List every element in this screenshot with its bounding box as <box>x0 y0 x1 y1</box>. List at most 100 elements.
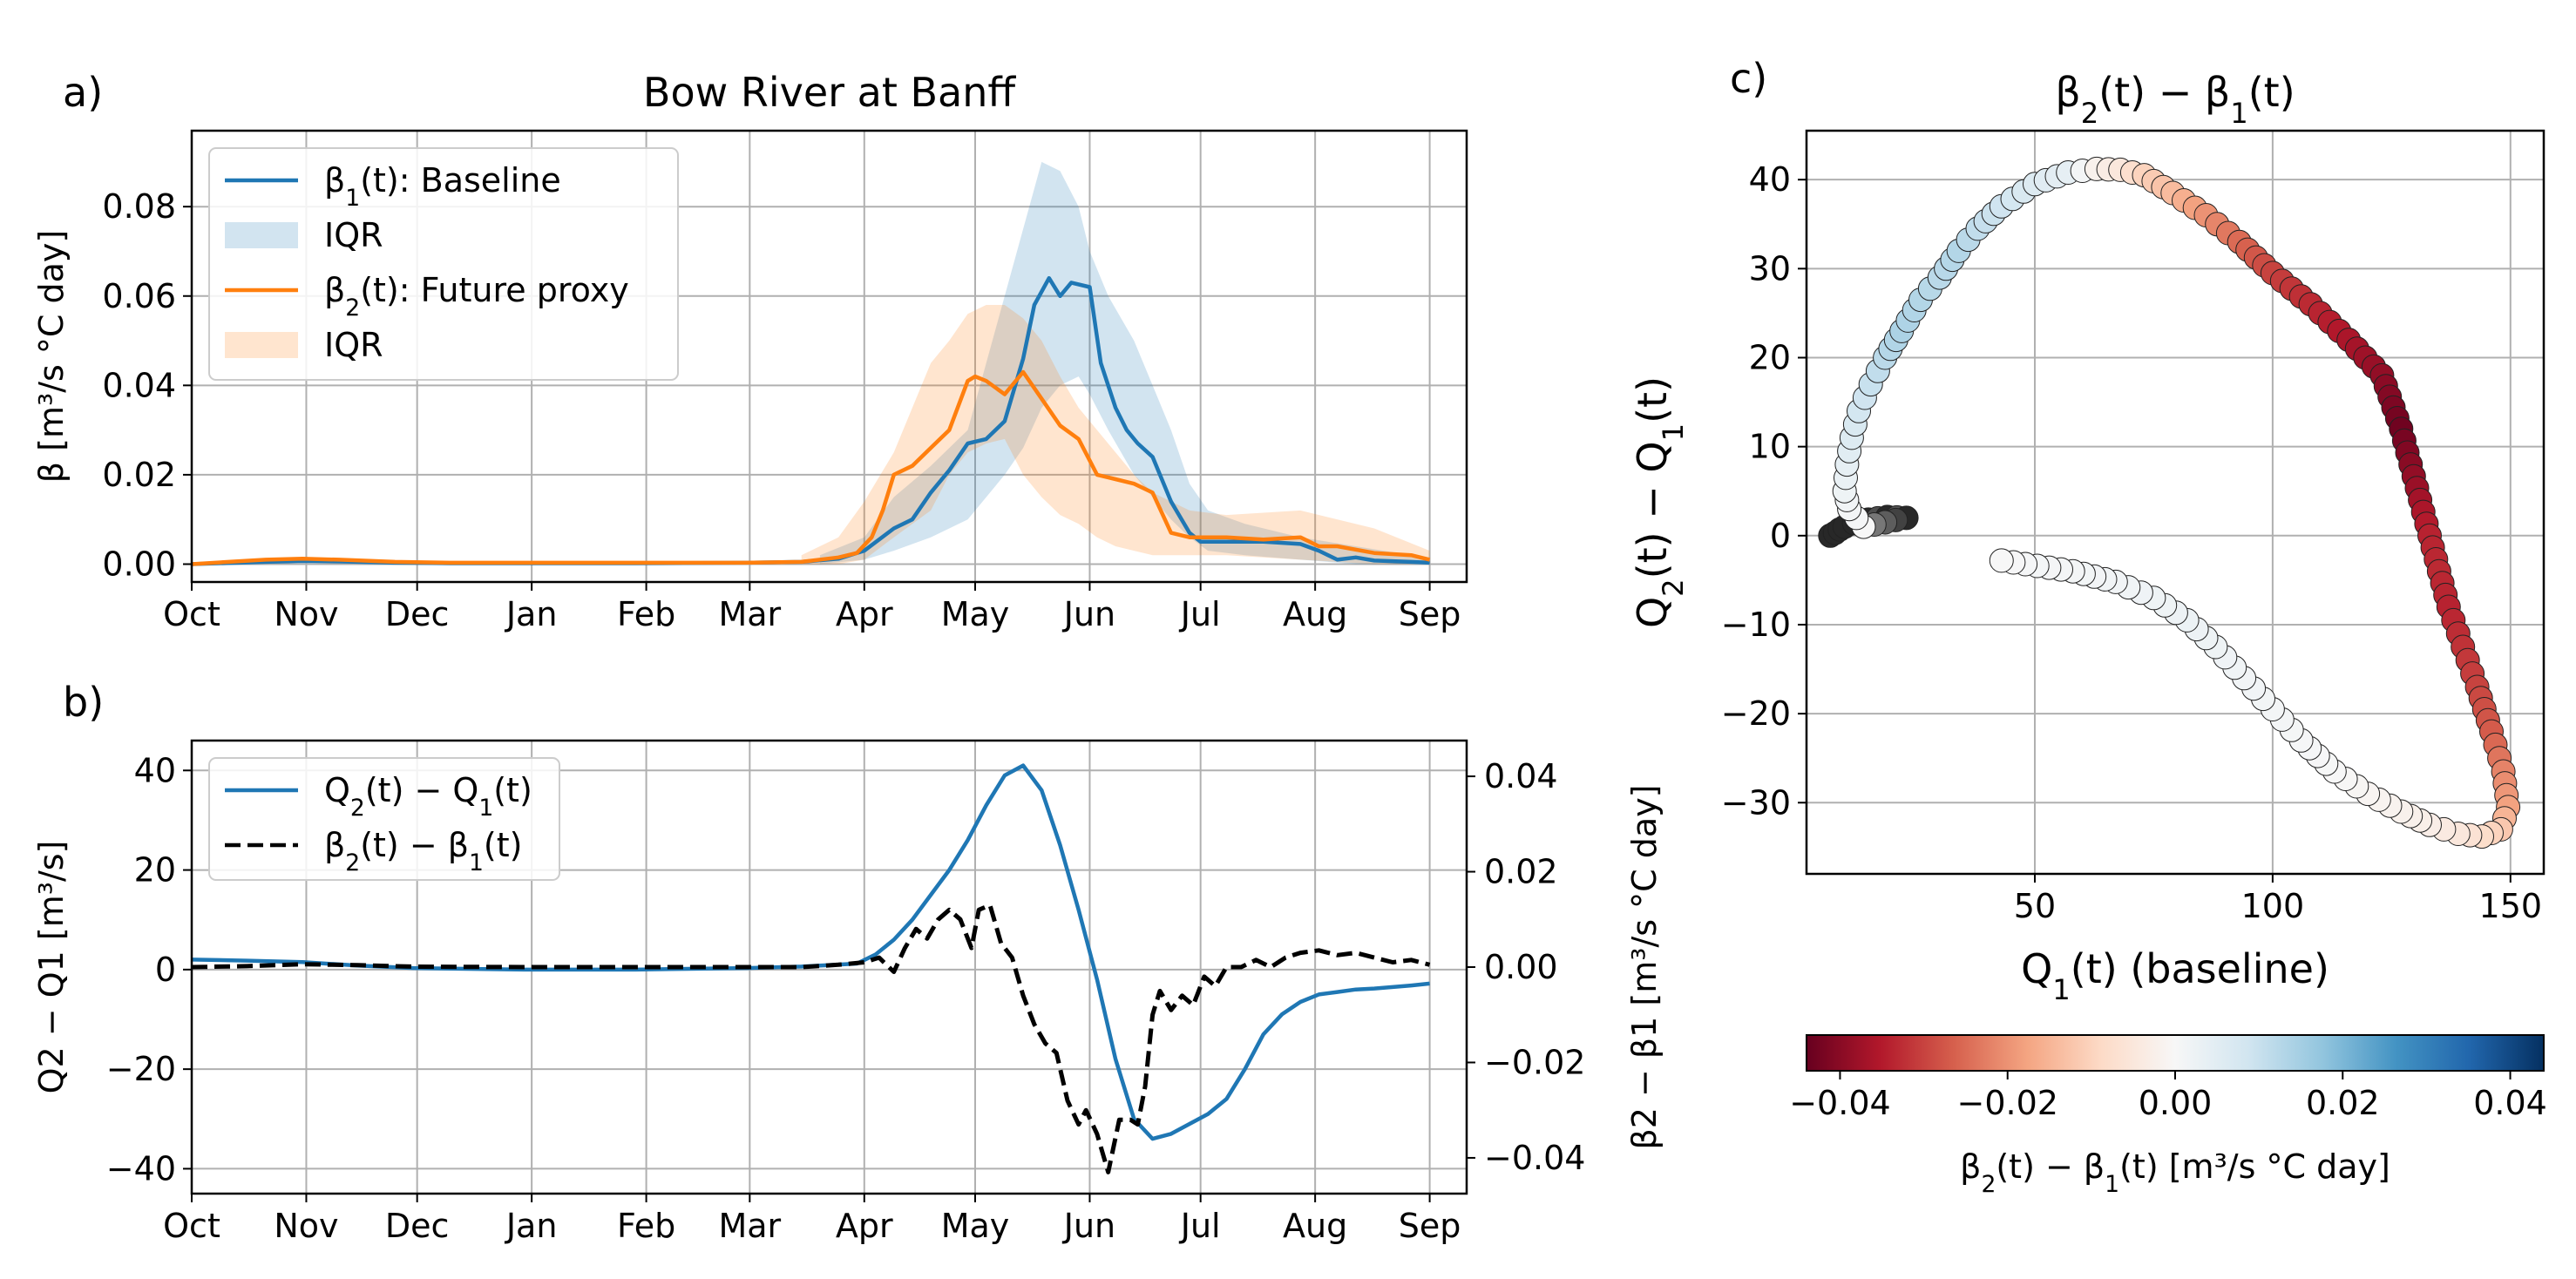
legend-label: Q2(t) − Q1(t) <box>324 771 532 822</box>
text-part: β <box>1960 1147 1981 1186</box>
y-axis-label-left: Q2 − Q1 [m³/s] <box>32 841 71 1094</box>
chart-title: β2(t) − β1(t) <box>2055 69 2295 130</box>
x-tick-label: Nov <box>274 595 338 633</box>
text-part: 2 <box>2081 97 2098 130</box>
text-part: (t) − β <box>360 826 469 864</box>
colorbar-tick-label: −0.02 <box>1957 1084 2058 1122</box>
text-part: (t): Baseline <box>360 161 561 200</box>
x-tick-label: 150 <box>2479 887 2543 925</box>
legend-label: β2(t): Future proxy <box>324 271 629 321</box>
y-tick-label: 10 <box>1749 428 1791 466</box>
text-part: (t) <box>1629 376 1676 423</box>
y-tick-label-left: −20 <box>106 1050 176 1088</box>
text-part: (t) <box>493 771 532 809</box>
chart-title: Bow River at Banff <box>643 69 1016 116</box>
plot-frame <box>190 739 1468 1195</box>
y-tick-label: 20 <box>1749 338 1791 376</box>
text-part: Q <box>324 771 350 809</box>
text-part: 1 <box>1657 423 1690 441</box>
x-tick-label: Jan <box>505 595 558 633</box>
series-line-beta2 <box>191 369 1431 566</box>
text-part: Q <box>2021 945 2052 992</box>
x-tick-label: Dec <box>385 595 450 633</box>
y-tick-label-right: 0.00 <box>1484 948 1558 986</box>
text-part: 1 <box>2052 973 2070 1006</box>
x-tick-label: Mar <box>718 595 781 633</box>
text-part: 1 <box>469 849 484 876</box>
y-tick-label-right: 0.02 <box>1484 853 1558 891</box>
x-tick-label: Dec <box>385 1207 450 1245</box>
x-tick-label: Jul <box>1179 595 1221 633</box>
legend-patch <box>225 222 298 248</box>
text-part: (t) − β <box>1996 1147 2105 1186</box>
panel-label-c: c) <box>1730 55 1767 102</box>
panel-label-b: b) <box>63 679 104 726</box>
text-part: 2 <box>345 294 360 321</box>
iqr-band-1 <box>819 161 1430 565</box>
text-part: β <box>324 826 345 864</box>
text-part: (t) [m³/s °C day] <box>2119 1147 2390 1186</box>
y-tick-label-right: −0.04 <box>1484 1139 1585 1177</box>
y-tick-label: 0.06 <box>102 277 176 315</box>
text-part: 1 <box>2105 1171 2119 1198</box>
x-tick-label: Apr <box>836 1207 893 1245</box>
text-part: β <box>2055 69 2080 116</box>
y-tick-label-right: −0.02 <box>1484 1043 1585 1081</box>
x-tick-label: Mar <box>718 1207 781 1245</box>
y-tick-label: 30 <box>1749 249 1791 288</box>
colorbar-tick-label: 0.04 <box>2473 1084 2547 1122</box>
series-line-q-diff <box>191 763 1430 1141</box>
series-line-beta-diff <box>191 903 1431 1174</box>
y-tick-label: −10 <box>1721 606 1791 644</box>
text-part: (t) <box>2248 69 2295 116</box>
y-tick-label: 0.08 <box>102 187 176 226</box>
y-tick-label-left: 40 <box>134 751 176 789</box>
y-tick-label-left: 0 <box>155 951 176 989</box>
legend-label: β1(t): Baseline <box>324 161 561 212</box>
y-tick-label-left: 20 <box>134 851 176 890</box>
legend: Q2(t) − Q1(t)β2(t) − β1(t) <box>208 757 560 881</box>
y-tick-label: −30 <box>1721 783 1791 822</box>
panel-label-a: a) <box>63 69 103 116</box>
y-axis-label: β [m³/s °C day] <box>32 230 71 483</box>
x-tick-label: May <box>941 595 1010 633</box>
colorbar <box>1806 1034 2545 1072</box>
text-part: 2 <box>1981 1171 1996 1198</box>
text-part: Q <box>1629 597 1676 628</box>
text-part: (t) − β <box>2098 69 2230 116</box>
legend-patch <box>225 332 298 358</box>
x-tick-label: Sep <box>1399 1207 1461 1245</box>
text-part: β <box>324 271 345 309</box>
x-tick-label: Sep <box>1399 595 1461 633</box>
x-tick-label: Aug <box>1283 1207 1347 1245</box>
text-part: β <box>324 161 345 200</box>
y-tick-label: 0.04 <box>102 366 176 404</box>
text-part: 1 <box>345 185 360 212</box>
panel-b: Oct Nov Dec Jan Feb Mar Apr May Jun Jul Aug Sep −40 −… <box>32 739 1664 1245</box>
y-tick-label: 0 <box>1770 517 1791 555</box>
x-tick-label: Jan <box>505 1207 558 1245</box>
text-part: 1 <box>478 795 493 822</box>
legend-label: IQR <box>324 326 383 364</box>
panel-a: Oct Nov Dec Jan Feb Mar Apr May Jun Jul Aug Sep 0.00… <box>32 69 1468 633</box>
text-part: (t) <box>484 826 523 864</box>
x-tick-label: Feb <box>617 595 675 633</box>
x-tick-label: Jul <box>1179 1207 1221 1245</box>
text-part: 2 <box>1657 579 1690 596</box>
x-axis-label: Q1(t) (baseline) <box>2021 945 2329 1006</box>
y-axis-label: Q2(t) − Q1(t) <box>1629 376 1690 628</box>
text-part: (t) − Q <box>365 771 478 809</box>
y-tick-label: 0.00 <box>102 545 176 583</box>
legend-box <box>208 147 679 381</box>
x-tick-label: 50 <box>2014 887 2056 925</box>
x-tick-label: Apr <box>836 595 893 633</box>
colorbar-tick-label: 0.02 <box>2306 1084 2380 1122</box>
plot-frame <box>1805 129 2545 876</box>
text-part: (t) − Q <box>1629 441 1676 579</box>
y-tick-label: 40 <box>1749 160 1791 199</box>
y-tick-label: −20 <box>1721 694 1791 733</box>
x-tick-label: Nov <box>274 1207 338 1245</box>
